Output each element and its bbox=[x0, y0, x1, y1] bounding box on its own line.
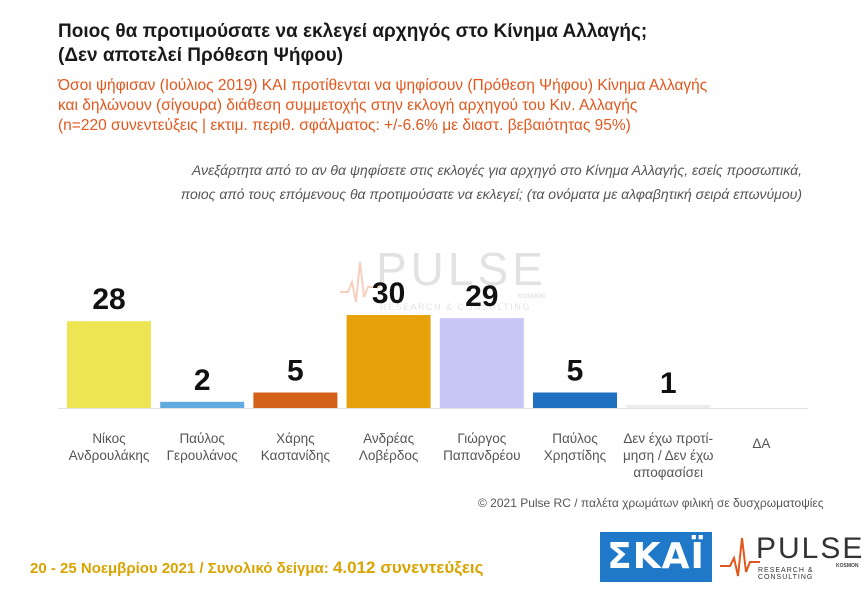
copyright-credit: © 2021 Pulse RC / παλέτα χρωμάτων φιλική… bbox=[478, 496, 824, 510]
pulse-wave-icon bbox=[340, 261, 380, 303]
data-label-1: 2 bbox=[194, 364, 211, 397]
bar-5 bbox=[533, 392, 617, 408]
category-label-5-0: Παύλος bbox=[552, 431, 598, 446]
bar-1 bbox=[160, 401, 245, 408]
category-label-6-0: Δεν έχω προτί- bbox=[623, 431, 713, 446]
category-label-6-1: μηση / Δεν έχω bbox=[623, 448, 713, 463]
bar-6 bbox=[626, 404, 711, 408]
data-label-6: 1 bbox=[660, 367, 677, 400]
category-label-0-0: Νίκος bbox=[92, 431, 126, 446]
survey-dates: 20 - 25 Νοεμβρίου 2021 / Συνολικό δείγμα… bbox=[30, 560, 333, 577]
category-label-5-1: Χρηστίδης bbox=[544, 448, 607, 463]
data-label-4: 29 bbox=[465, 280, 498, 313]
question-line-1: Ανεξάρτητα από το αν θα ψηφίσετε στις εκ… bbox=[191, 162, 802, 178]
pulse-logo-wave-icon bbox=[720, 537, 760, 577]
category-label-4-0: Γιώργος bbox=[457, 431, 506, 446]
watermark-kosmos: KOSMON bbox=[518, 294, 545, 300]
category-label-3-0: Ανδρέας bbox=[363, 431, 415, 446]
category-label-1-1: Γερουλάνος bbox=[167, 448, 239, 463]
title-line-2: (Δεν αποτελεί Πρόθεση Ψήφου) bbox=[58, 45, 344, 66]
data-label-0: 28 bbox=[92, 283, 125, 316]
pulse-logo-text: PULSE bbox=[756, 532, 865, 565]
title-line-1: Ποιος θα προτιμούσατε να εκλεγεί αρχηγός… bbox=[58, 21, 648, 42]
bar-2 bbox=[253, 392, 338, 408]
pulse-logo-kosmos: KOSMON bbox=[836, 563, 859, 569]
chart-title: Ποιος θα προτιμούσατε να εκλεγεί αρχηγός… bbox=[58, 20, 848, 68]
skai-logo-text: ΣΚΑΪ bbox=[607, 536, 705, 577]
category-label-3-1: Λοβέρδος bbox=[359, 448, 419, 463]
pulse-watermark: PULSE RESEARCH & CONSULTING KOSMON bbox=[340, 242, 545, 322]
data-label-5: 5 bbox=[567, 355, 584, 388]
category-label-1-0: Παύλος bbox=[179, 431, 225, 446]
sample-size: 4.012 συνεντεύξεις bbox=[332, 558, 484, 577]
subtitle-line-1: Όσοι ψήφισαν (Ιούλιος 2019) ΚΑΙ προτίθεν… bbox=[58, 77, 708, 94]
subtitle-line-2: και δηλώνουν (σίγουρα) διάθεση συμμετοχή… bbox=[58, 97, 638, 114]
survey-question: Ανεξάρτητα από το αν θα ψηφίσετε στις εκ… bbox=[60, 158, 802, 206]
category-label-2-0: Χάρης bbox=[276, 431, 315, 446]
question-line-2: ποιος από τους επόμενους θα προτιμούσατε… bbox=[180, 186, 802, 202]
data-label-3: 30 bbox=[372, 277, 405, 310]
category-label-4-1: Παπανδρέου bbox=[443, 448, 520, 463]
category-label-0-1: Ανδρουλάκης bbox=[69, 448, 150, 463]
skai-logo: ΣΚΑΪ bbox=[600, 532, 712, 582]
subtitle-line-3: (n=220 συνεντεύξεις | εκτιμ. περιθ. σφάλ… bbox=[58, 117, 631, 134]
category-label-7-0: ΔΑ bbox=[752, 436, 770, 451]
watermark-tagline: RESEARCH & CONSULTING bbox=[380, 302, 531, 312]
bar-4 bbox=[439, 318, 524, 408]
watermark-brand: PULSE bbox=[376, 243, 547, 295]
category-label-2-1: Καστανίδης bbox=[261, 448, 331, 463]
bar-0 bbox=[67, 321, 151, 408]
chart-subtitle: Όσοι ψήφισαν (Ιούλιος 2019) ΚΑΙ προτίθεν… bbox=[58, 76, 848, 136]
pulse-logo: PULSE RESEARCH & CONSULTING KOSMON bbox=[720, 530, 862, 586]
pulse-logo-tagline: RESEARCH & CONSULTING bbox=[758, 567, 814, 581]
survey-footer: 20 - 25 Νοεμβρίου 2021 / Συνολικό δείγμα… bbox=[30, 558, 483, 578]
data-label-2: 5 bbox=[287, 355, 304, 388]
bar-3 bbox=[346, 315, 431, 408]
category-label-6-2: αποφασίσει bbox=[633, 465, 703, 480]
